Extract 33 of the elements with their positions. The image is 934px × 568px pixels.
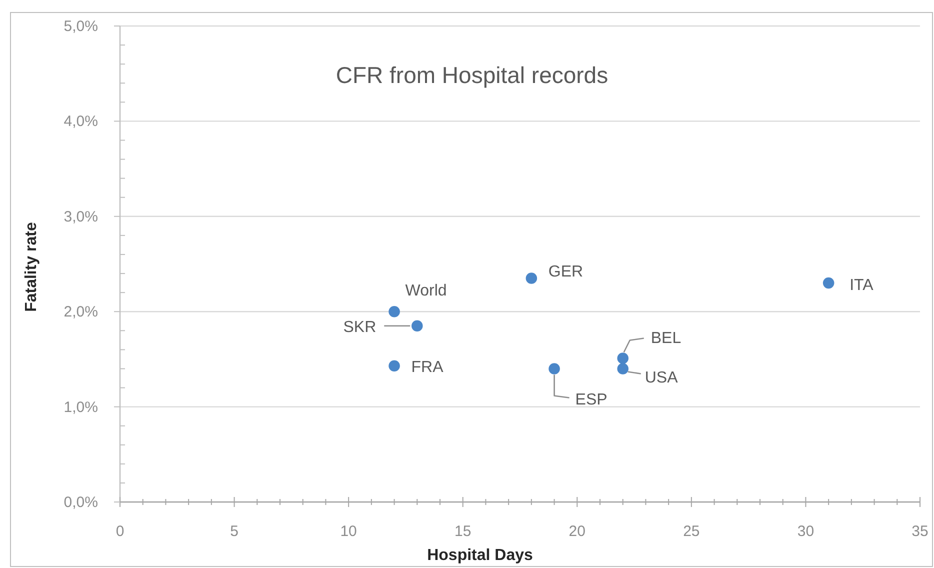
x-tick-label: 30 — [797, 523, 814, 540]
annotation: FRA — [411, 358, 444, 376]
y-tick-label: 0,0% — [64, 494, 98, 511]
y-tick-label: 3,0% — [64, 208, 98, 226]
point — [548, 363, 560, 374]
x-tick-label: 25 — [683, 523, 700, 540]
annotation: USA — [644, 370, 678, 387]
x-tick-label: 20 — [568, 523, 586, 540]
x-tick-label: 15 — [454, 523, 472, 540]
annotation: BEL — [650, 330, 682, 348]
point — [388, 306, 400, 318]
point — [412, 320, 423, 332]
point — [617, 352, 628, 364]
annotation: GER — [548, 263, 584, 280]
y-tick-label: 4,0% — [64, 113, 98, 130]
x-tick-label: 35 — [912, 523, 928, 540]
y-tick-label: 5,0% — [64, 18, 98, 35]
point — [526, 272, 538, 284]
point — [822, 277, 834, 289]
annotation: SKR — [343, 318, 376, 336]
point — [617, 363, 628, 374]
annotation: World — [405, 282, 447, 300]
x-tick-label: 0 — [116, 523, 124, 540]
x-tick-label: 10 — [340, 523, 357, 540]
point — [388, 360, 400, 372]
x-axis-title: Hospital Days — [427, 547, 534, 564]
text: CFR from Hospital records — [336, 62, 608, 88]
y-tick-label: 1,0% — [64, 398, 98, 416]
x-tick-label: 5 — [230, 523, 238, 540]
annotation: ESP — [575, 392, 608, 409]
y-axis-title: Fatality rate — [23, 222, 40, 312]
y-tick-label: 2,0% — [64, 304, 98, 321]
annotation: ITA — [850, 277, 874, 294]
